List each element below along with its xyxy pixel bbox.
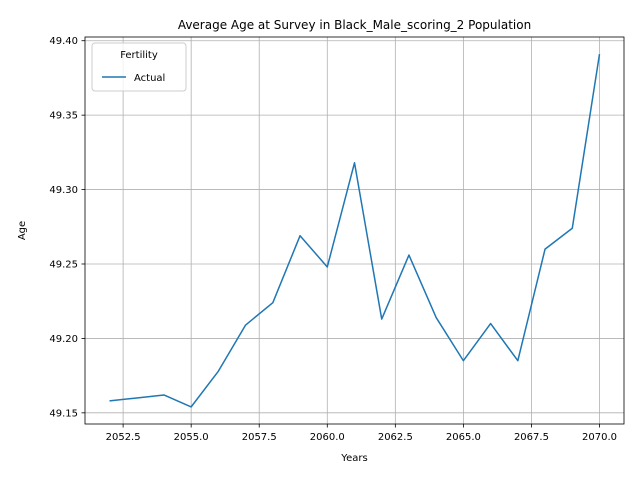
x-tick-label: 2067.5 — [514, 432, 549, 443]
x-tick-label: 2070.0 — [582, 432, 617, 443]
y-tick-label: 49.30 — [49, 185, 78, 196]
y-tick-label: 49.35 — [49, 111, 78, 122]
x-axis-label: Years — [340, 453, 367, 464]
x-tick-label: 2060.0 — [310, 432, 345, 443]
y-tick-label: 49.15 — [49, 408, 78, 419]
y-tick-label: 49.40 — [49, 36, 78, 47]
x-tick-label: 2062.5 — [378, 432, 413, 443]
x-tick-label: 2055.0 — [174, 432, 209, 443]
x-tick-label: 2057.5 — [242, 432, 277, 443]
legend-label-actual: Actual — [134, 73, 165, 84]
y-tick-label: 49.20 — [49, 334, 78, 345]
legend: Fertility Actual — [92, 43, 186, 91]
x-tick-label: 2052.5 — [106, 432, 141, 443]
y-axis-label: Age — [17, 221, 28, 240]
y-tick-label: 49.25 — [49, 259, 78, 270]
chart-title: Average Age at Survey in Black_Male_scor… — [178, 18, 531, 32]
legend-title: Fertility — [120, 50, 158, 61]
x-tick-label: 2065.0 — [446, 432, 481, 443]
